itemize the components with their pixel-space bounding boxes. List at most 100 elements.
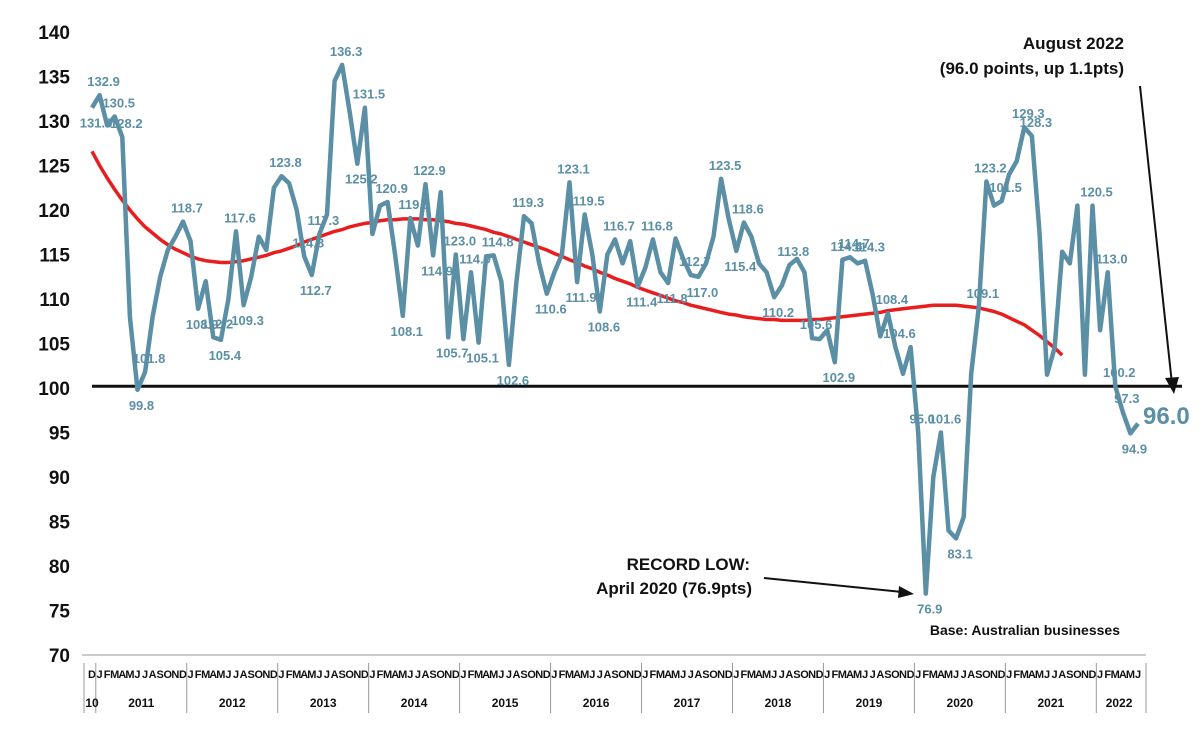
x-tick-month: J bbox=[407, 669, 413, 681]
data-label: 122.9 bbox=[413, 163, 446, 178]
x-tick-month: N bbox=[262, 669, 270, 681]
year-label-2011: 2011 bbox=[128, 696, 154, 710]
x-tick-month: S bbox=[793, 669, 800, 681]
data-label: 136.3 bbox=[330, 44, 363, 59]
data-label: 112.2 bbox=[201, 316, 233, 331]
x-tick-month: S bbox=[884, 669, 891, 681]
x-tick-month: J bbox=[506, 669, 512, 681]
annotation-august-2022-line2: (96.0 points, up 1.1pts) bbox=[940, 59, 1124, 78]
year-label-2020: 2020 bbox=[947, 696, 974, 710]
data-label: 123.2 bbox=[974, 161, 1007, 176]
x-tick-month: M bbox=[1020, 669, 1029, 681]
x-tick-month: J bbox=[551, 669, 557, 681]
y-axis-ticks: 140 135 130 125 120 115 110 105 100 95 90 85 80 75 70 bbox=[38, 23, 70, 667]
data-label: 123.8 bbox=[269, 155, 302, 170]
annotation-record-low: RECORD LOW: April 2020 (76.9pts) bbox=[548, 550, 914, 602]
annotation-august-2022-line1: August 2022 bbox=[1023, 34, 1124, 53]
year-label-2012: 2012 bbox=[219, 696, 246, 710]
x-tick-month: J bbox=[597, 669, 603, 681]
data-label: 117.6 bbox=[224, 210, 256, 225]
annotation-record-low-arrowhead bbox=[898, 586, 914, 598]
x-tick-month: N bbox=[1081, 669, 1089, 681]
x-tick-month: A bbox=[391, 669, 399, 681]
data-label: 105.1 bbox=[466, 351, 499, 366]
data-label: 114.8 bbox=[292, 235, 324, 250]
year-label-2021: 2021 bbox=[1037, 696, 1064, 710]
x-tick-month: J bbox=[278, 669, 284, 681]
data-label: 131.5 bbox=[80, 116, 113, 131]
x-tick-month: F bbox=[468, 669, 475, 681]
x-tick-month: D bbox=[725, 669, 733, 681]
x-tick-month: J bbox=[589, 669, 595, 681]
data-label: 112.7 bbox=[679, 254, 711, 269]
data-label: 76.9 bbox=[917, 602, 942, 617]
x-tick-month: A bbox=[482, 669, 490, 681]
data-label: 105.4 bbox=[209, 348, 242, 363]
data-label: 109.1 bbox=[967, 286, 1000, 301]
data-label: 123.1 bbox=[557, 161, 590, 176]
x-tick-month: D bbox=[543, 669, 551, 681]
x-tick-month: D bbox=[179, 669, 187, 681]
data-label: 118.7 bbox=[171, 201, 203, 216]
data-label: 114.9 bbox=[459, 251, 491, 266]
x-tick-month: N bbox=[444, 669, 452, 681]
x-tick-month: J bbox=[953, 669, 959, 681]
x-tick-month: A bbox=[603, 669, 611, 681]
x-tick-month: N bbox=[171, 669, 179, 681]
x-tick-month: S bbox=[975, 669, 982, 681]
x-tick-month: J bbox=[1135, 669, 1141, 681]
y-tick-75: 75 bbox=[49, 602, 71, 623]
x-tick-month: A bbox=[876, 669, 884, 681]
x-tick-month: M bbox=[1035, 669, 1044, 681]
x-tick-month: J bbox=[870, 669, 876, 681]
x-tick-month: M bbox=[474, 669, 483, 681]
x-tick-month: A bbox=[755, 669, 763, 681]
x-tick-month: A bbox=[694, 669, 702, 681]
x-tick-month: J bbox=[415, 669, 421, 681]
data-label: 105.7 bbox=[436, 345, 469, 360]
x-tick-month: S bbox=[1066, 669, 1073, 681]
x-tick-month: A bbox=[1058, 669, 1066, 681]
x-tick-month: M bbox=[1111, 669, 1120, 681]
x-tick-month: M bbox=[110, 669, 119, 681]
x-tick-month: O bbox=[164, 669, 173, 681]
x-tick-month: J bbox=[961, 669, 967, 681]
data-label: 111.8 bbox=[657, 291, 688, 306]
data-label: 83.1 bbox=[947, 546, 972, 561]
x-tick-month: M bbox=[762, 669, 771, 681]
x-tick-month: A bbox=[512, 669, 520, 681]
data-labels: 131.5132.9130.5128.299.8101.8118.7108.91… bbox=[80, 44, 1147, 617]
y-tick-120: 120 bbox=[38, 201, 70, 222]
x-tick-month: M bbox=[580, 669, 589, 681]
x-tick-month: J bbox=[142, 669, 148, 681]
data-label: 113.8 bbox=[777, 244, 809, 259]
x-tick-month: M bbox=[944, 669, 953, 681]
x-tick-month: M bbox=[747, 669, 756, 681]
x-tick-month: M bbox=[216, 669, 225, 681]
x-tick-month: D bbox=[907, 669, 915, 681]
x-tick-month: J bbox=[688, 669, 694, 681]
annotation-record-low-arrow bbox=[763, 577, 903, 593]
annotation-august-2022-arrow bbox=[1139, 85, 1173, 385]
data-label: 108.6 bbox=[588, 319, 621, 334]
data-label: 102.6 bbox=[497, 373, 530, 388]
year-label-2017: 2017 bbox=[674, 696, 701, 710]
x-tick-month: N bbox=[626, 669, 634, 681]
y-tick-130: 130 bbox=[38, 112, 70, 133]
x-tick-month: D bbox=[816, 669, 824, 681]
data-label: 114.9 bbox=[421, 263, 453, 278]
x-tick-month: F bbox=[286, 669, 293, 681]
x-tick-month: A bbox=[664, 669, 672, 681]
data-label: 113.0 bbox=[1096, 251, 1128, 266]
x-tick-month: D bbox=[361, 669, 369, 681]
x-tick-month: O bbox=[527, 669, 536, 681]
x-tick-month: O bbox=[436, 669, 445, 681]
y-tick-115: 115 bbox=[39, 246, 70, 267]
data-label: 125.2 bbox=[345, 172, 378, 187]
data-label: 108.4 bbox=[876, 292, 909, 307]
x-tick-month: J bbox=[498, 669, 504, 681]
data-label: 115.4 bbox=[724, 259, 757, 274]
year-label-2016: 2016 bbox=[583, 696, 610, 710]
annotation-record-low-line1: RECORD LOW: bbox=[627, 555, 750, 574]
data-label: 123.5 bbox=[709, 158, 742, 173]
